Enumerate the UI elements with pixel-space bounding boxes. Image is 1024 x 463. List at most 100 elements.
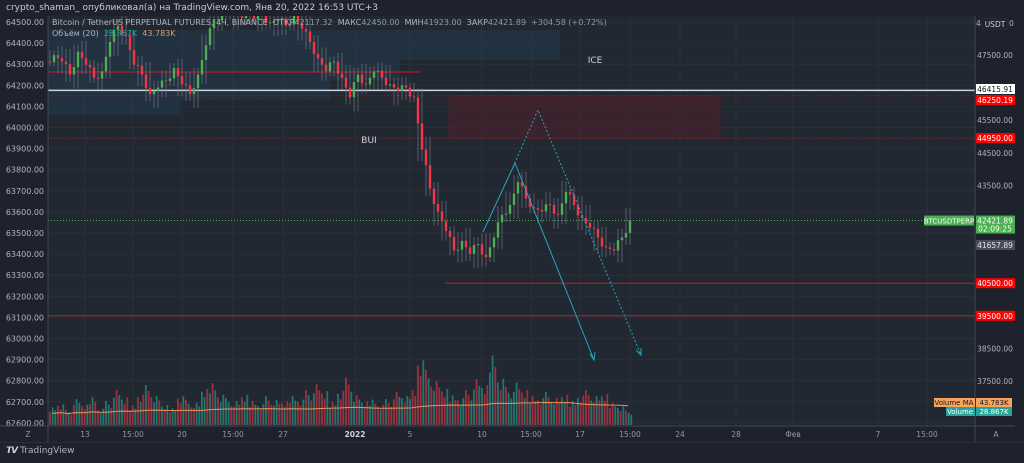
volume-bar: [542, 398, 545, 425]
volume-bar: [518, 388, 521, 425]
projection-line-dashed: [512, 108, 642, 356]
candle-body: [412, 96, 416, 98]
candle-body: [164, 80, 168, 82]
currency-button[interactable]: [981, 18, 1009, 30]
volume-bar: [291, 395, 294, 425]
volume-bar: [433, 390, 435, 425]
candle-body: [104, 56, 108, 72]
volume-bar: [550, 401, 553, 425]
volume-bar: [505, 387, 507, 425]
volume-bar: [310, 400, 313, 425]
candle-body: [468, 247, 472, 254]
volume-bar: [251, 400, 254, 425]
level-price-label: 46250.19: [977, 96, 1013, 105]
left-axis-tick: 63700.00: [6, 187, 44, 196]
volume-bar: [457, 400, 459, 425]
candle-body: [128, 35, 132, 51]
volume-bar: [529, 403, 531, 425]
candle-body: [496, 222, 500, 238]
volume-bar: [371, 399, 374, 425]
volume-bar: [134, 408, 137, 425]
volume-bar: [590, 400, 593, 425]
candle-body: [380, 70, 384, 78]
candle-body: [116, 25, 120, 30]
volume-bar: [283, 406, 286, 425]
candle-body: [592, 227, 596, 229]
volume-bar: [454, 400, 457, 425]
candle-body: [124, 34, 128, 36]
volume-bar: [275, 400, 278, 425]
candle-body: [420, 123, 424, 150]
candle-body: [424, 149, 428, 166]
volume-bar: [491, 355, 494, 425]
candle-body: [168, 78, 172, 82]
candle-body: [456, 249, 460, 251]
candle-body: [552, 204, 556, 214]
volume-bar: [531, 396, 534, 425]
volume-bar: [374, 403, 377, 425]
candle-body: [112, 29, 116, 42]
volume-label[interactable]: Объём (20): [52, 29, 99, 38]
left-axis-tick: 64300.00: [6, 60, 44, 69]
volume-bar: [206, 389, 209, 425]
left-axis-tick: 64500.00: [6, 18, 44, 27]
candle-body: [516, 182, 520, 194]
prev-price-label: 41657.89: [977, 241, 1013, 250]
volume-bar: [289, 402, 291, 425]
time-axis-tick: Z: [25, 430, 30, 439]
brand-name[interactable]: TradingView: [20, 446, 75, 456]
volume-bar: [534, 400, 537, 425]
candle-body: [348, 87, 352, 98]
publish-info: crypto_shaman_ опубликовал(а) на Trading…: [0, 0, 1024, 16]
left-axis-tick: 63900.00: [6, 145, 44, 154]
symbol-title[interactable]: Bitcoin / TetherUS PERPETUAL FUTURES, 4Ч…: [52, 18, 268, 27]
currency-label: USDT: [985, 20, 1006, 29]
candle-body: [576, 204, 580, 216]
candle-body: [284, 18, 288, 26]
volume-bar: [75, 399, 78, 425]
candle-body: [56, 55, 60, 59]
volume-bar: [254, 404, 257, 425]
volume-bar: [129, 410, 131, 425]
candle-body: [340, 73, 344, 78]
volume-bar: [174, 411, 177, 425]
volume-bar: [366, 401, 369, 425]
right-axis-tick: 45500.00: [977, 116, 1013, 125]
volume-bar: [355, 395, 358, 425]
candle-body: [484, 254, 488, 258]
volume-bar: [414, 395, 417, 425]
volume-bar: [569, 406, 571, 425]
left-axis-tick: 64400.00: [6, 39, 44, 48]
level-price-label: 46415.91: [977, 85, 1013, 94]
volume-bar: [102, 408, 105, 425]
left-axis-tick: 62900.00: [6, 356, 44, 365]
volume-bar: [427, 378, 430, 425]
symbol-badge: [924, 215, 974, 226]
candle-body: [88, 64, 92, 68]
volume-value: 28.867K: [979, 408, 1008, 416]
candle-body: [572, 194, 576, 205]
volume-bar: [203, 397, 206, 425]
left-axis-tick: 63300.00: [6, 271, 44, 280]
volume-bar: [270, 404, 273, 425]
candle-body: [436, 203, 440, 212]
tradingview-logo-icon[interactable]: 𝙏𝙑: [6, 446, 18, 456]
right-axis-tick: 37500.00: [977, 377, 1013, 386]
candle-body: [336, 61, 340, 74]
volume-bar: [579, 402, 582, 425]
volume-bar: [537, 400, 539, 425]
volume-ma-line: [51, 401, 629, 415]
candle-body: [352, 82, 356, 98]
volume-bar: [523, 397, 526, 425]
volume-bar: [510, 398, 513, 425]
candle-body: [600, 237, 604, 247]
volume-bar: [49, 411, 51, 425]
volume-bar: [281, 403, 283, 425]
low-label: МИН: [404, 18, 424, 27]
volume-bar: [353, 401, 355, 425]
level-price-badge: [976, 84, 1015, 94]
price-chart[interactable]: ICE BUI 64500.00 64400.00 64300.00 64200.00 64…: [0, 16, 1024, 446]
volume-bar: [89, 404, 91, 425]
volume-bar: [337, 393, 339, 425]
candle-body: [120, 25, 124, 35]
